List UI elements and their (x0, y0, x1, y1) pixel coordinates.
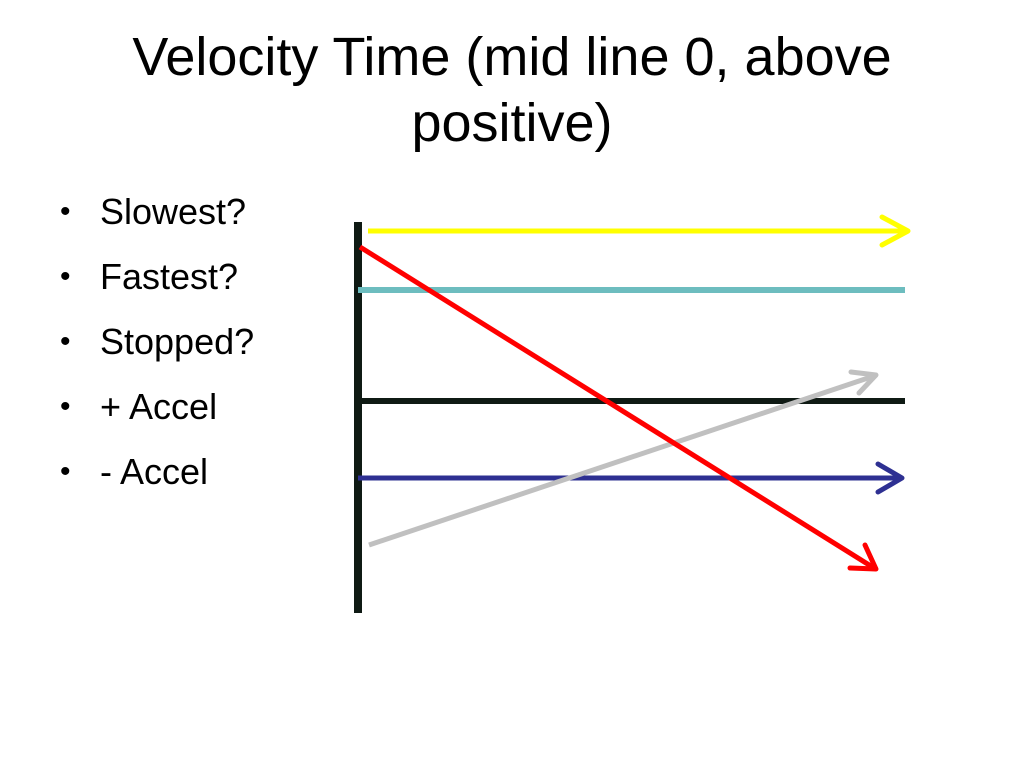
bullet-item-negative-accel: • - Accel (58, 450, 254, 494)
gray-line-shaft (368, 373, 875, 548)
bullet-marker: • (60, 325, 71, 358)
bullet-text: Fastest? (100, 256, 239, 297)
slide-title: Velocity Time (mid line 0, above positiv… (132, 27, 892, 153)
red-line-shaft (358, 244, 876, 571)
bullet-text: + Accel (100, 386, 218, 427)
bullet-marker: • (60, 390, 71, 423)
bullet-list: • Slowest? • Fastest? • Stopped? • + Acc… (58, 190, 254, 515)
bullet-item-slowest: • Slowest? (58, 190, 254, 234)
red-line-arrowhead (847, 542, 879, 572)
bullet-text: Slowest? (100, 191, 247, 232)
bullet-item-fastest: • Fastest? (58, 255, 254, 299)
bullet-item-positive-accel: • + Accel (58, 385, 254, 429)
yellow-line-arrowhead (879, 214, 911, 248)
red-line (358, 244, 879, 572)
bullet-text: Stopped? (100, 321, 255, 362)
gray-line (368, 369, 879, 548)
bullet-marker: • (60, 455, 71, 488)
blue-line-arrowhead (875, 461, 905, 495)
bullet-text: - Accel (100, 451, 209, 492)
yellow-line (368, 214, 911, 248)
gray-line-arrowhead (848, 369, 879, 396)
bullet-marker: • (60, 195, 71, 228)
blue-line (358, 461, 905, 495)
bullet-item-stopped: • Stopped? (58, 320, 254, 364)
bullet-marker: • (60, 260, 71, 293)
